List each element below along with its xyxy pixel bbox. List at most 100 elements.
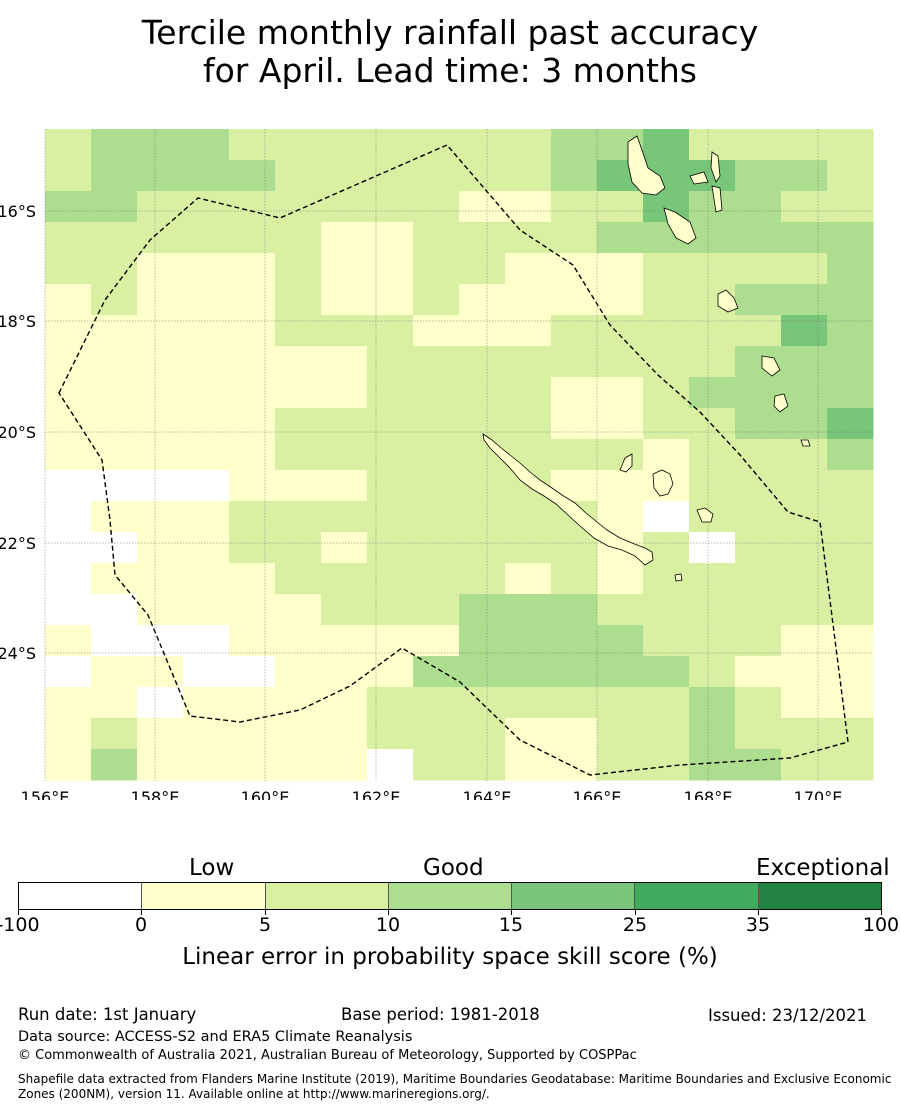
grid-cell [321, 346, 368, 378]
colorbar-tick-mark [388, 910, 389, 915]
grid-cell [183, 284, 230, 316]
grid-cell [137, 284, 184, 316]
grid-cell [505, 656, 552, 688]
grid-cell [735, 160, 782, 192]
grid-cell [413, 563, 460, 595]
colorbar-segment [635, 883, 759, 909]
grid-cell [505, 625, 552, 657]
colorbar-tick-mark [758, 910, 759, 915]
grid-cell [183, 594, 230, 626]
grid-cell [735, 749, 782, 781]
grid-cell [183, 470, 230, 502]
grid-cell [505, 377, 552, 409]
loyalty-island-ouvea [619, 453, 633, 473]
grid-cell [137, 439, 184, 471]
grid-cell [275, 718, 322, 750]
grid-cell [551, 563, 598, 595]
grid-cell [321, 408, 368, 440]
longitude-label: 166°E [573, 788, 622, 800]
colorbar-tick-label: 15 [498, 914, 524, 936]
latitude-label: 24°S [0, 644, 36, 663]
longitude-label: 160°E [241, 788, 290, 800]
title-line-1: Tercile monthly rainfall past accuracy [141, 13, 759, 52]
grid-cell [229, 346, 276, 378]
grid-cell [413, 656, 460, 688]
grid-cell [229, 253, 276, 285]
grid-cell [781, 222, 828, 254]
grid-cell [597, 408, 644, 440]
aneityum-island [800, 439, 811, 447]
grid-cell [505, 315, 552, 347]
grid-cell [551, 191, 598, 223]
grid-cell [735, 129, 782, 161]
grid-cell [597, 253, 644, 285]
grid-cell [597, 718, 644, 750]
grid-cell [45, 191, 92, 223]
grid-cell [275, 284, 322, 316]
grid-cell [91, 346, 138, 378]
grid-cell [275, 563, 322, 595]
grid-cell [183, 501, 230, 533]
grid-cell [367, 501, 414, 533]
grid-cell [321, 160, 368, 192]
grid-cell [459, 408, 506, 440]
grid-cell [781, 687, 828, 719]
grid-cell [827, 749, 874, 781]
loyalty-island-lifou [652, 469, 674, 497]
loyalty-island-mare [696, 507, 714, 523]
grid-cell [275, 253, 322, 285]
colorbar-tick-mark [18, 910, 19, 915]
grid-cell [505, 408, 552, 440]
grid-cell [321, 594, 368, 626]
grid-cell [689, 563, 736, 595]
grid-cell [137, 594, 184, 626]
grid-cell [275, 532, 322, 564]
shapefile-credit: Shapefile data extracted from Flanders M… [18, 1072, 892, 1101]
grid-cell [781, 129, 828, 161]
grid-cell [229, 439, 276, 471]
grid-cell [505, 532, 552, 564]
grid-cell [459, 718, 506, 750]
grid-cell [597, 625, 644, 657]
grid-cell [827, 563, 874, 595]
grid-cell [91, 408, 138, 440]
grid-cell [413, 687, 460, 719]
grid-cell [827, 284, 874, 316]
grid-cell [735, 532, 782, 564]
grid-cell [91, 625, 138, 657]
grid-cell [505, 191, 552, 223]
grid-cell [91, 749, 138, 781]
grid-cell [551, 408, 598, 440]
grid-cell [505, 718, 552, 750]
grid-cell [183, 718, 230, 750]
grid-cell [229, 563, 276, 595]
longitude-label: 158°E [131, 788, 180, 800]
grid-cell [45, 501, 92, 533]
grid-cell [183, 532, 230, 564]
colorbar-segment [388, 883, 513, 909]
grid-cell [45, 749, 92, 781]
grid-cell [137, 346, 184, 378]
grid-cell [229, 594, 276, 626]
grid-cell [827, 377, 874, 409]
grid-cell [413, 315, 460, 347]
category-good: Good [423, 855, 484, 881]
grid-cell [689, 749, 736, 781]
grid-cell [137, 718, 184, 750]
grid-cell [45, 594, 92, 626]
grid-cell [137, 377, 184, 409]
colorbar-segment [19, 883, 143, 909]
grid-cell [551, 129, 598, 161]
grid-cell [45, 315, 92, 347]
grid-cell [827, 687, 874, 719]
grid-cell [781, 284, 828, 316]
grid-cell [735, 284, 782, 316]
grid-cell [183, 439, 230, 471]
grid-cell [45, 408, 92, 440]
grid-cell [413, 532, 460, 564]
grid-cell [367, 346, 414, 378]
grid-cell [597, 346, 644, 378]
grid-cell [735, 191, 782, 223]
grid-cell [551, 439, 598, 471]
grid-cell [321, 191, 368, 223]
